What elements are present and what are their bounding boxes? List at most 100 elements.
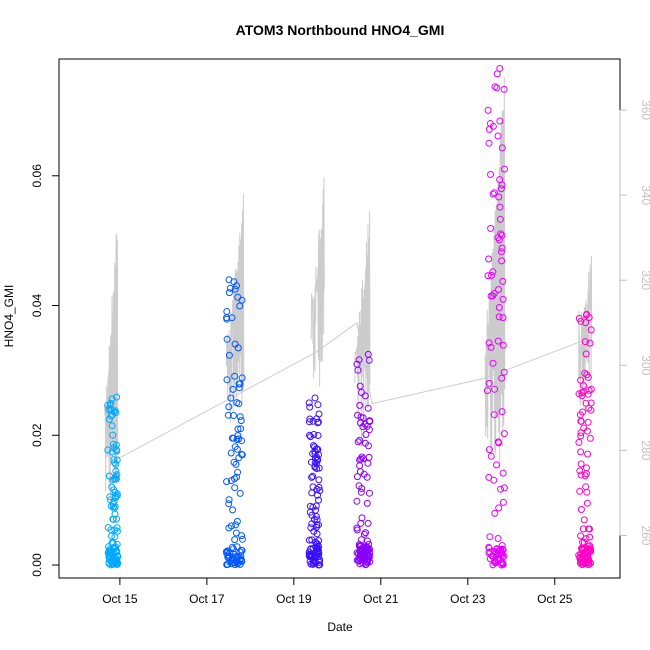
data-point bbox=[485, 446, 493, 454]
data-point bbox=[233, 543, 241, 551]
data-point bbox=[357, 413, 365, 421]
data-point bbox=[236, 380, 244, 388]
data-point bbox=[489, 122, 497, 130]
data-point bbox=[234, 344, 242, 352]
data-point bbox=[491, 509, 499, 517]
data-point bbox=[225, 289, 233, 297]
data-point bbox=[232, 554, 240, 562]
data-point bbox=[587, 406, 595, 414]
data-point bbox=[493, 84, 501, 92]
data-point bbox=[105, 553, 113, 560]
data-point bbox=[581, 369, 589, 377]
data-point bbox=[497, 485, 504, 493]
data-point bbox=[586, 434, 594, 442]
data-point bbox=[496, 215, 504, 223]
y-tick-label: 0.00 bbox=[30, 553, 44, 577]
data-point bbox=[112, 475, 120, 483]
data-point bbox=[362, 431, 370, 438]
data-point bbox=[356, 550, 364, 558]
data-point bbox=[230, 458, 238, 466]
data-point bbox=[485, 379, 493, 387]
data-point bbox=[578, 392, 586, 400]
data-point bbox=[586, 339, 594, 347]
background-connector-line bbox=[117, 321, 586, 460]
data-point bbox=[498, 408, 506, 416]
data-point bbox=[234, 468, 242, 476]
data-point bbox=[577, 448, 585, 456]
data-point bbox=[313, 415, 321, 423]
data-point bbox=[500, 484, 508, 492]
data-point bbox=[491, 83, 499, 91]
data-point bbox=[366, 418, 374, 425]
data-point bbox=[494, 337, 502, 345]
data-point bbox=[309, 472, 317, 480]
data-point bbox=[306, 415, 314, 423]
data-point bbox=[231, 285, 239, 293]
data-point bbox=[487, 224, 495, 232]
data-point bbox=[238, 450, 246, 458]
data-point bbox=[109, 431, 117, 439]
data-point bbox=[359, 544, 367, 551]
data-point bbox=[237, 546, 245, 554]
data-point bbox=[577, 532, 585, 540]
y-tick-label: 0.02 bbox=[30, 423, 44, 447]
data-point bbox=[587, 385, 595, 393]
data-point bbox=[111, 459, 118, 467]
right-tick-label: 360 bbox=[639, 100, 650, 120]
data-point bbox=[488, 272, 495, 279]
data-point bbox=[110, 456, 118, 464]
x-tick-label: Oct 17 bbox=[189, 592, 225, 606]
background-segment bbox=[354, 211, 371, 447]
data-point bbox=[306, 502, 314, 510]
data-point bbox=[312, 506, 319, 514]
x-tick-label: Oct 15 bbox=[102, 592, 138, 606]
data-point bbox=[498, 374, 506, 382]
data-point bbox=[577, 317, 585, 325]
data-point bbox=[236, 413, 244, 421]
data-point bbox=[315, 476, 323, 484]
data-point bbox=[112, 441, 120, 449]
data-point bbox=[575, 551, 583, 559]
data-point bbox=[582, 399, 590, 407]
data-point bbox=[360, 530, 368, 538]
data-point bbox=[109, 539, 117, 547]
data-point bbox=[110, 440, 117, 448]
data-point bbox=[487, 171, 494, 178]
data-point bbox=[229, 506, 237, 514]
data-point bbox=[582, 483, 590, 491]
data-point bbox=[356, 436, 364, 444]
data-point bbox=[315, 496, 322, 504]
data-point bbox=[575, 438, 583, 446]
data-point bbox=[358, 514, 366, 522]
background-segment bbox=[310, 177, 325, 387]
data-point bbox=[353, 524, 361, 532]
data-point bbox=[582, 319, 590, 327]
data-point bbox=[499, 469, 507, 477]
data-point bbox=[354, 438, 362, 446]
right-tick-label: 280 bbox=[639, 440, 650, 460]
data-point bbox=[364, 519, 372, 527]
data-point bbox=[229, 385, 237, 393]
data-point bbox=[489, 268, 497, 276]
data-point bbox=[305, 418, 313, 426]
plot-frame bbox=[58, 58, 621, 579]
data-point bbox=[499, 546, 507, 554]
data-point bbox=[364, 459, 372, 467]
data-point bbox=[113, 515, 120, 523]
data-point bbox=[233, 473, 241, 481]
data-point bbox=[312, 502, 320, 510]
data-point bbox=[111, 556, 119, 564]
data-point bbox=[106, 496, 114, 504]
data-point bbox=[357, 488, 365, 496]
data-point bbox=[112, 409, 120, 416]
data-point bbox=[486, 548, 494, 556]
right-tick-label: 340 bbox=[639, 185, 650, 205]
data-point bbox=[237, 417, 245, 425]
data-point bbox=[353, 473, 361, 481]
data-point bbox=[224, 560, 232, 568]
data-point bbox=[354, 411, 361, 419]
data-point bbox=[111, 489, 119, 496]
data-point bbox=[365, 453, 373, 461]
data-point bbox=[490, 189, 498, 197]
data-point bbox=[108, 422, 116, 430]
